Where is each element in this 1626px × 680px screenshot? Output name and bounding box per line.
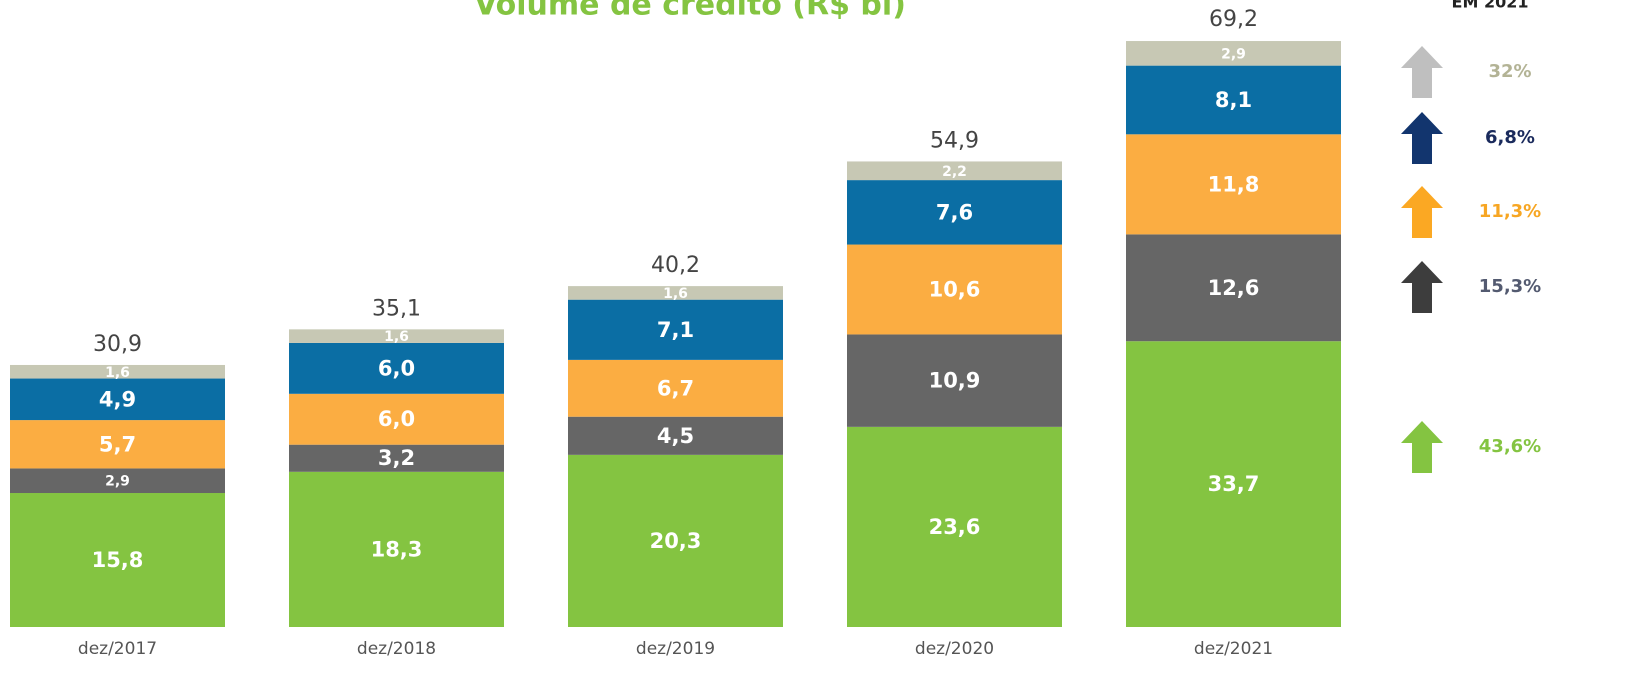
bar-segment bbox=[568, 416, 783, 455]
x-tick-label: dez/2017 bbox=[78, 639, 157, 659]
bar-segment bbox=[289, 444, 504, 472]
value-label: 23,6 bbox=[929, 515, 981, 539]
total-label: 35,1 bbox=[372, 296, 421, 321]
bar-segment bbox=[1126, 234, 1341, 342]
growth-header: EM 2021 bbox=[1452, 0, 1529, 12]
bar-segment bbox=[10, 468, 225, 494]
chart-title: Volume de crédito (R$ bi) bbox=[474, 0, 906, 23]
value-label: 2,9 bbox=[1221, 46, 1246, 62]
value-label: 11,8 bbox=[1208, 172, 1260, 196]
value-label: 1,6 bbox=[663, 286, 688, 302]
value-label: 18,3 bbox=[371, 537, 423, 561]
bar-segment bbox=[289, 471, 504, 627]
bar-segment bbox=[289, 329, 504, 343]
value-label: 7,1 bbox=[657, 318, 694, 342]
value-label: 6,0 bbox=[378, 407, 415, 431]
bar-segment bbox=[10, 420, 225, 469]
bar-segment bbox=[568, 299, 783, 360]
bar-segment bbox=[289, 393, 504, 445]
growth-arrow bbox=[1401, 112, 1443, 164]
value-label: 6,0 bbox=[378, 356, 415, 380]
bar-segment bbox=[568, 454, 783, 627]
total-label: 69,2 bbox=[1209, 7, 1258, 32]
value-label: 4,5 bbox=[657, 424, 694, 448]
growth-label: 43,6% bbox=[1479, 436, 1541, 457]
bar-segment bbox=[1126, 134, 1341, 235]
bar-segment bbox=[1126, 65, 1341, 135]
bar-segment bbox=[847, 426, 1062, 627]
value-label: 10,9 bbox=[929, 369, 981, 393]
value-label: 2,9 bbox=[105, 474, 130, 490]
total-label: 30,9 bbox=[93, 332, 142, 357]
bar-segment bbox=[10, 364, 225, 379]
value-label: 2,2 bbox=[942, 164, 967, 180]
bar-segment bbox=[1126, 341, 1341, 627]
total-label: 54,9 bbox=[930, 128, 979, 153]
x-tick-label: dez/2020 bbox=[915, 639, 994, 659]
value-label: 33,7 bbox=[1208, 472, 1260, 496]
value-label: 8,1 bbox=[1215, 88, 1252, 112]
growth-arrow bbox=[1401, 421, 1443, 473]
value-label: 12,6 bbox=[1208, 276, 1260, 300]
growth-label: 6,8% bbox=[1485, 127, 1535, 148]
value-label: 7,6 bbox=[936, 200, 973, 224]
bar-segment bbox=[10, 378, 225, 421]
value-label: 10,6 bbox=[929, 277, 981, 301]
bar-segment bbox=[568, 286, 783, 300]
growth-arrow bbox=[1401, 261, 1443, 313]
value-label: 5,7 bbox=[99, 432, 136, 456]
bar-segment bbox=[847, 244, 1062, 335]
value-label: 1,6 bbox=[384, 329, 409, 345]
growth-label: 11,3% bbox=[1479, 201, 1541, 222]
value-label: 15,8 bbox=[92, 548, 144, 572]
bar-segment bbox=[10, 493, 225, 627]
growth-arrow bbox=[1401, 186, 1443, 238]
value-label: 20,3 bbox=[650, 529, 702, 553]
value-label: 4,9 bbox=[99, 387, 136, 411]
value-label: 6,7 bbox=[657, 376, 694, 400]
value-label: 1,6 bbox=[105, 365, 130, 381]
growth-arrow bbox=[1401, 46, 1443, 98]
bar-segment bbox=[847, 334, 1062, 427]
bar-segment bbox=[289, 342, 504, 394]
x-tick-label: dez/2018 bbox=[357, 639, 436, 659]
growth-label: 32% bbox=[1488, 61, 1531, 82]
bar-segment bbox=[847, 161, 1062, 181]
bar-segment bbox=[568, 359, 783, 417]
bar-segment bbox=[1126, 41, 1341, 66]
x-tick-label: dez/2019 bbox=[636, 639, 715, 659]
total-label: 40,2 bbox=[651, 253, 700, 278]
value-label: 3,2 bbox=[378, 446, 415, 470]
bar-segment bbox=[847, 180, 1062, 245]
x-tick-label: dez/2021 bbox=[1194, 639, 1273, 659]
growth-label: 15,3% bbox=[1479, 276, 1541, 297]
